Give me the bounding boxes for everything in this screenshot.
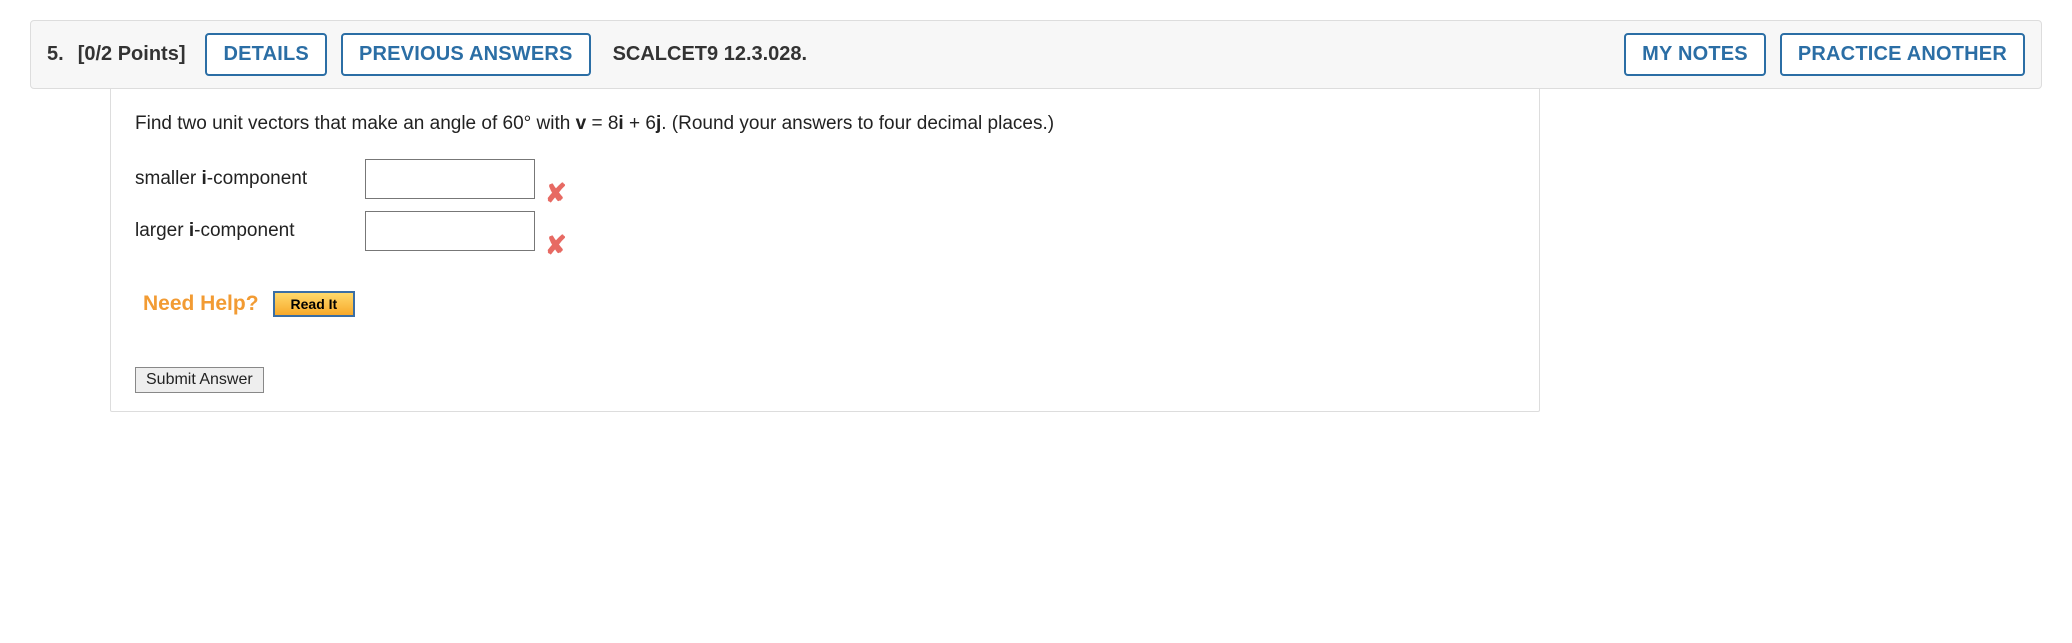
previous-answers-button[interactable]: PREVIOUS ANSWERS [341,33,591,76]
incorrect-icon: ✘ [545,230,567,261]
question-prompt: Find two unit vectors that make an angle… [135,113,1515,135]
prompt-mid2: + 6 [624,113,656,134]
need-help-row: Need Help? Read It [135,291,1515,317]
details-button[interactable]: DETAILS [205,33,326,76]
submit-answer-button[interactable]: Submit Answer [135,367,264,393]
my-notes-button[interactable]: MY NOTES [1624,33,1766,76]
incorrect-icon: ✘ [545,178,567,209]
read-it-button[interactable]: Read It [273,291,356,317]
prompt-prefix: Find two unit vectors that make an angle… [135,113,576,134]
answer-input-larger[interactable] [365,211,535,251]
answer-label-larger: larger i-component [135,220,365,242]
reference-code: SCALCET9 12.3.028. [613,43,808,66]
prompt-suffix: . (Round your answers to four decimal pl… [661,113,1054,134]
answer-row-smaller: smaller i-component ✘ [135,159,1515,199]
question-points: [0/2 Points] [78,43,186,66]
answer-row-larger: larger i-component ✘ [135,211,1515,251]
practice-another-button[interactable]: PRACTICE ANOTHER [1780,33,2025,76]
answer-input-smaller[interactable] [365,159,535,199]
vector-v: v [576,113,587,134]
answer-label-smaller: smaller i-component [135,168,365,190]
label-smaller-prefix: smaller [135,168,202,189]
question-content: Find two unit vectors that make an angle… [110,89,1540,412]
label-larger-suffix: -component [194,220,294,241]
prompt-mid: = 8 [586,113,618,134]
need-help-label: Need Help? [143,292,259,316]
label-smaller-suffix: -component [207,168,307,189]
label-larger-prefix: larger [135,220,189,241]
question-number: 5. [47,43,64,66]
question-header: 5. [0/2 Points] DETAILS PREVIOUS ANSWERS… [30,20,2042,89]
